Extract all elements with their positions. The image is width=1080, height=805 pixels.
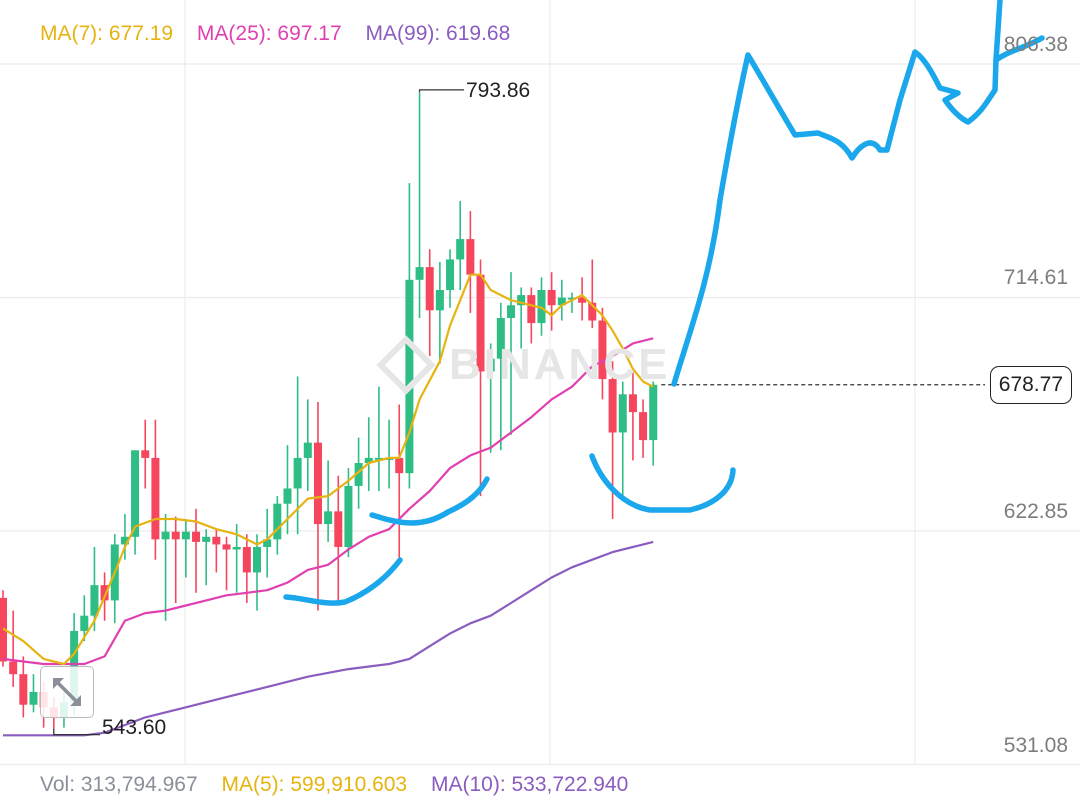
last-price-badge: 678.77: [989, 366, 1072, 404]
candle-body-up: [567, 297, 576, 300]
candle-body-down: [608, 379, 617, 433]
candle-body-up: [344, 485, 353, 547]
candle-body-up: [283, 488, 292, 504]
candle-body-down: [334, 511, 343, 547]
candle-body-up: [293, 457, 302, 489]
annotations: [53, 89, 985, 736]
candle-body-up: [161, 531, 170, 540]
ma99-line: [3, 540, 654, 737]
candle-body-up: [354, 463, 363, 486]
candle-body-down: [578, 297, 587, 303]
user-drawings: [283, 0, 1045, 606]
high-price-leader: [418, 89, 464, 92]
price-axis-label: 806.38: [1003, 33, 1068, 56]
candle-body-up: [507, 305, 515, 318]
candle-body-down: [639, 412, 648, 441]
candle-body-down: [313, 442, 322, 525]
volume-ma5: MA(5): 599,910.603: [221, 773, 408, 796]
candle-body-up: [253, 546, 261, 573]
candle-body-up: [435, 289, 444, 311]
candle-body-up: [496, 317, 505, 359]
high-price-annotation: 793.86: [466, 79, 531, 102]
candle-body-up: [303, 442, 312, 458]
candle-body-down: [212, 536, 221, 545]
candle-body-up: [120, 536, 129, 545]
candle-body-down: [395, 457, 404, 474]
candle-body-down: [171, 531, 180, 540]
ma-legend: MA(7): 677.19 MA(25): 697.17 MA(99): 619…: [40, 22, 528, 46]
candles: [0, 91, 658, 729]
candle-body-down: [151, 457, 160, 540]
candle-body-up: [517, 295, 526, 306]
ma99-legend: MA(99): 619.68: [365, 22, 511, 45]
candle-body-down: [466, 239, 475, 275]
price-axis-label: 714.61: [1003, 266, 1068, 289]
candle-body-up: [374, 457, 383, 460]
candle-body-up: [405, 279, 414, 474]
candle-body-up: [456, 239, 465, 260]
candle-body-up: [80, 615, 89, 631]
freehand-stroke: [589, 453, 736, 513]
ma7-legend: MA(7): 677.19: [40, 22, 174, 45]
expand-arrows-icon: [53, 678, 81, 706]
candle-body-up: [324, 511, 333, 525]
binance-logo-icon: [376, 335, 436, 395]
moving-average-lines: [2, 273, 654, 737]
candle-body-down: [588, 302, 597, 321]
ma7-line: [2, 273, 654, 666]
candle-body-up: [415, 267, 424, 280]
candle-body-down: [100, 585, 109, 601]
candle-body-up: [649, 384, 658, 441]
price-axis-label: 622.85: [1003, 500, 1068, 523]
candle-body-up: [273, 503, 282, 540]
candle-body-up: [202, 536, 211, 542]
volume-value: Vol: 313,794.967: [40, 773, 198, 796]
candle-body-down: [9, 661, 18, 675]
candle-body-up: [486, 358, 495, 372]
ma25-line: [2, 337, 654, 666]
candle-body-up: [181, 531, 190, 540]
price-axis-label: 531.08: [1003, 734, 1068, 757]
candle-body-down: [527, 295, 536, 324]
candle-body-down: [141, 450, 150, 458]
freehand-stroke: [993, 35, 1045, 63]
candle-body-up: [29, 692, 38, 705]
low-price-leader: [53, 728, 100, 736]
candle-body-down: [19, 674, 28, 705]
watermark-text: BINANCE: [449, 340, 671, 389]
candle-body-up: [263, 539, 272, 547]
candle-body-up: [446, 259, 455, 290]
candle-body-up: [232, 546, 241, 550]
candle-body-up: [131, 450, 140, 537]
candle-body-down: [547, 289, 556, 306]
volume-legend: Vol: 313,794.967 MA(5): 599,910.603 MA(1…: [40, 773, 646, 797]
candle-body-down: [628, 394, 637, 413]
candle-body-up: [537, 289, 546, 324]
candle-body-down: [425, 267, 434, 311]
grid: [0, 0, 1080, 766]
candle-body-down: [242, 546, 251, 573]
freehand-stroke: [369, 476, 490, 526]
candle-body-down: [476, 274, 485, 372]
binance-watermark: BINANCE: [376, 335, 671, 395]
candle-body-down: [192, 531, 201, 542]
candle-body-up: [364, 457, 373, 464]
freehand-stroke: [283, 557, 403, 606]
ma25-legend: MA(25): 697.17: [196, 22, 342, 45]
freehand-stroke: [671, 0, 1003, 387]
candle-body-up: [90, 585, 99, 616]
candle-body-up: [557, 297, 566, 306]
candle-body-up: [618, 394, 627, 433]
candle-body-down: [598, 320, 607, 380]
volume-ma10: MA(10): 533,722.940: [430, 773, 629, 796]
expand-chart-button[interactable]: [40, 666, 94, 718]
low-price-annotation: 543.60: [102, 716, 167, 739]
candle-body-down: [222, 544, 231, 550]
